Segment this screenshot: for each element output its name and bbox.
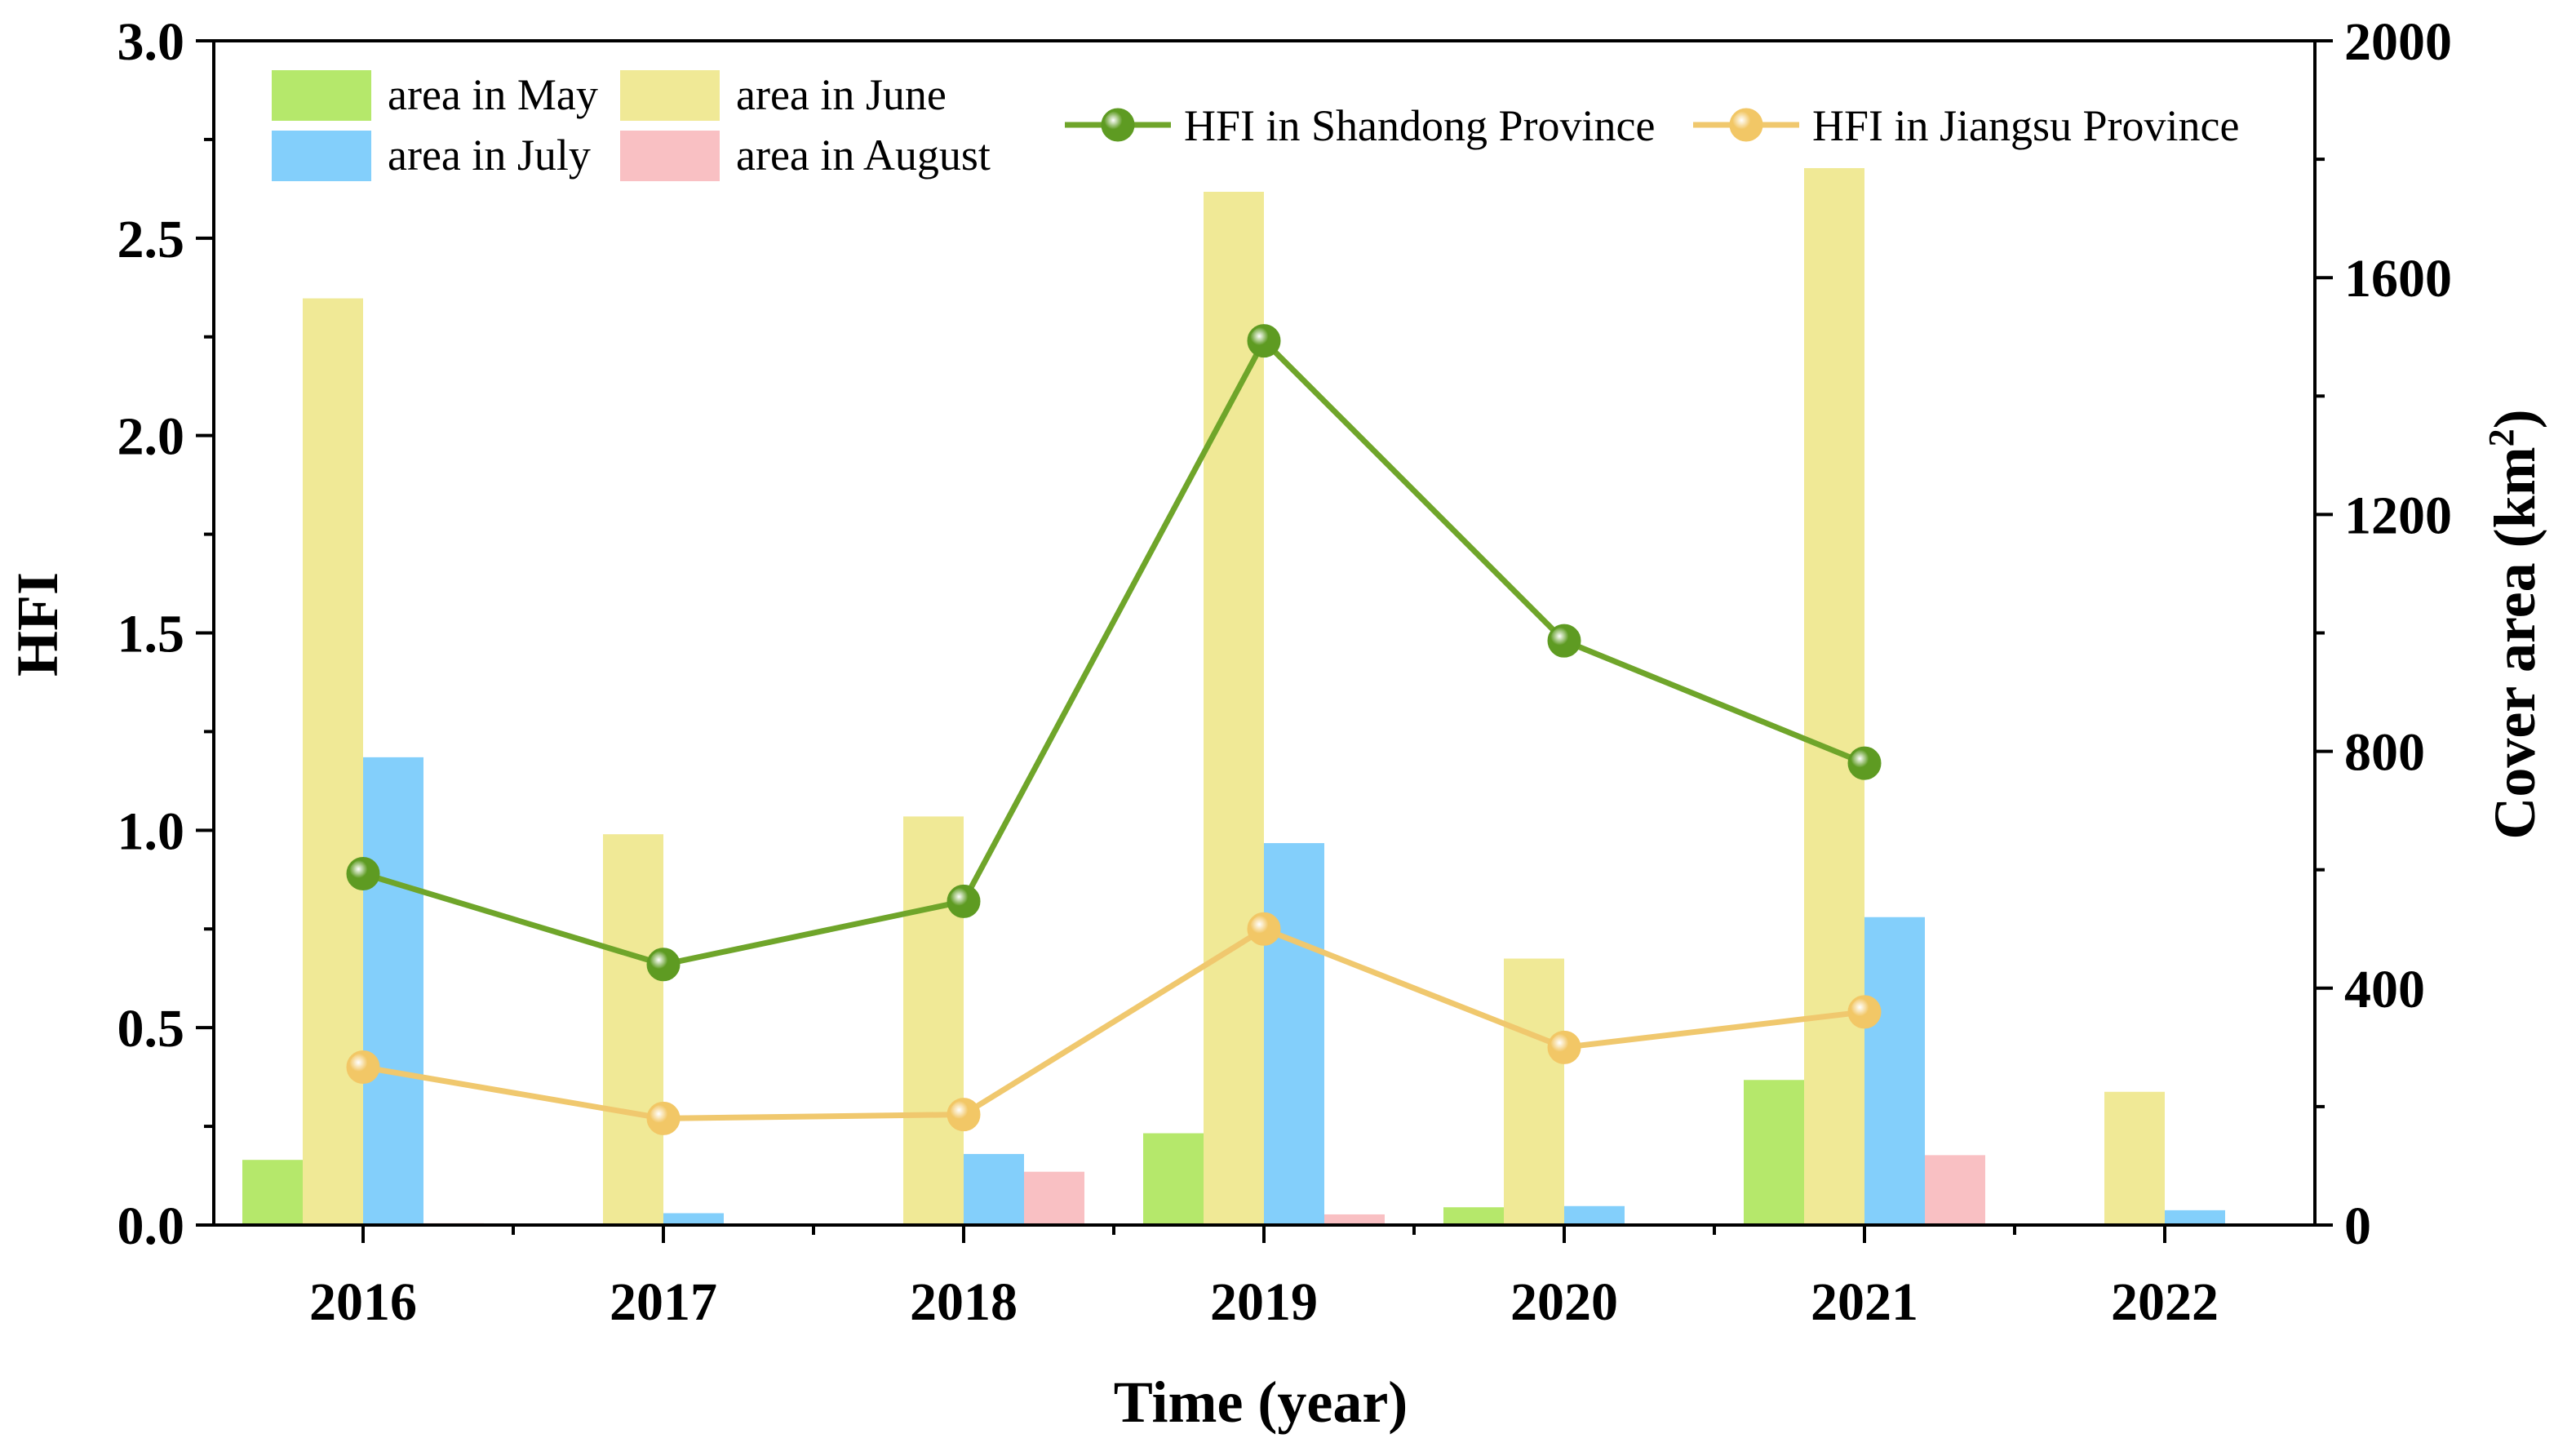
bar-area-in-june-2018 <box>903 816 964 1225</box>
legend-label-area-in-may: area in May <box>388 70 598 119</box>
bars-layer <box>242 167 2225 1226</box>
y-right-tick-label: 400 <box>2344 960 2425 1019</box>
legend-label-area-in-august: area in August <box>736 131 991 180</box>
y-axis-right-title: Cover area (km2) <box>2481 409 2547 839</box>
bar-area-in-july-2017 <box>663 1213 724 1225</box>
bar-area-in-july-2018 <box>964 1153 1024 1225</box>
bar-area-in-july-2016 <box>363 757 423 1225</box>
bar-area-in-may-2021 <box>1744 1080 1804 1225</box>
point-hfi-in-shandong-province-2020 <box>1547 624 1581 658</box>
y-left-tick-label: 1.5 <box>117 605 185 664</box>
axes-layer: 0.0 0.5 1.0 1.5 2.0 2.5 3.0 0 400 800 1200 1600 2000… <box>117 12 2453 1332</box>
bar-area-in-june-2020 <box>1504 958 1564 1225</box>
y-axis-left-title: HFI <box>5 572 70 677</box>
x-tick-label: 2016 <box>309 1272 417 1332</box>
bar-area-in-july-2019 <box>1264 843 1324 1225</box>
bar-area-in-july-2022 <box>2165 1210 2225 1225</box>
x-axis-title: Time (year) <box>1114 1369 1408 1435</box>
point-hfi-in-jiangsu-province-2019 <box>1247 912 1281 946</box>
y-right-tick-label: 1200 <box>2344 486 2452 545</box>
x-tick-label: 2017 <box>610 1272 717 1332</box>
bar-area-in-june-2022 <box>2104 1091 2165 1225</box>
legend-swatch-area-in-june <box>620 70 720 121</box>
line-hfi-in-shandong-province <box>361 335 1866 968</box>
y-right-tick-label: 0 <box>2344 1196 2371 1256</box>
line-hfi-in-jiangsu-province <box>362 926 1865 1121</box>
bar-area-in-august-2018 <box>1024 1171 1084 1225</box>
legend-swatch-area-in-august <box>620 131 720 181</box>
point-hfi-in-shandong-province-2017 <box>646 948 681 982</box>
point-hfi-in-jiangsu-province-2017 <box>646 1101 681 1135</box>
y-left-tick-label: 3.0 <box>117 12 185 72</box>
point-hfi-in-jiangsu-province-2020 <box>1547 1030 1581 1064</box>
legend-swatch-area-in-july <box>272 131 371 181</box>
legend-swatch-area-in-may <box>272 70 371 121</box>
y-right-tick-label: 1600 <box>2344 249 2452 309</box>
point-hfi-in-shandong-province-2021 <box>1847 746 1882 780</box>
y-left-tick-label: 0.0 <box>117 1196 185 1256</box>
bar-area-in-may-2020 <box>1443 1207 1504 1225</box>
legend-label-hfi-in-shandong-province: HFI in Shandong Province <box>1184 101 1655 150</box>
legend-label-hfi-in-jiangsu-province: HFI in Jiangsu Province <box>1812 101 2239 150</box>
legend-label-area-in-july: area in July <box>388 131 591 180</box>
legend-label-area-in-june: area in June <box>736 70 947 119</box>
x-tick-label: 2022 <box>2111 1272 2219 1332</box>
y-right-tick-label: 800 <box>2344 723 2425 783</box>
bar-area-in-june-2021 <box>1804 167 1864 1225</box>
point-hfi-in-shandong-province-2018 <box>947 884 981 918</box>
point-hfi-in-shandong-province-2016 <box>346 857 380 891</box>
bar-area-in-july-2021 <box>1864 917 1925 1225</box>
legend-marker-hfi-in-jiangsu-province <box>1729 108 1763 142</box>
lines-layer <box>346 324 1882 1135</box>
y-left-tick-label: 2.0 <box>117 407 185 467</box>
bar-area-in-june-2017 <box>603 834 663 1225</box>
bar-area-in-august-2019 <box>1324 1214 1385 1225</box>
y-left-tick-label: 0.5 <box>117 999 185 1059</box>
bar-area-in-june-2016 <box>303 298 363 1225</box>
x-tick-label: 2020 <box>1510 1272 1618 1332</box>
point-hfi-in-jiangsu-province-2016 <box>346 1050 380 1085</box>
x-tick-label: 2019 <box>1210 1272 1318 1332</box>
bar-area-in-may-2019 <box>1143 1133 1204 1225</box>
bar-area-in-may-2016 <box>242 1160 303 1225</box>
point-hfi-in-jiangsu-province-2021 <box>1847 995 1882 1029</box>
y-left-tick-label: 2.5 <box>117 210 185 269</box>
x-tick-label: 2018 <box>910 1272 1018 1332</box>
x-tick-label: 2021 <box>1811 1272 1918 1332</box>
y-right-tick-label: 2000 <box>2344 12 2452 72</box>
legend-layer: area in May area in June area in July area … <box>272 70 2239 181</box>
point-hfi-in-shandong-province-2019 <box>1247 324 1281 358</box>
point-hfi-in-jiangsu-province-2018 <box>947 1098 981 1132</box>
y-left-tick-label: 1.0 <box>117 801 185 861</box>
bar-area-in-august-2021 <box>1925 1155 1985 1225</box>
bar-area-in-july-2020 <box>1564 1205 1625 1225</box>
legend-marker-hfi-in-shandong-province <box>1101 108 1135 142</box>
